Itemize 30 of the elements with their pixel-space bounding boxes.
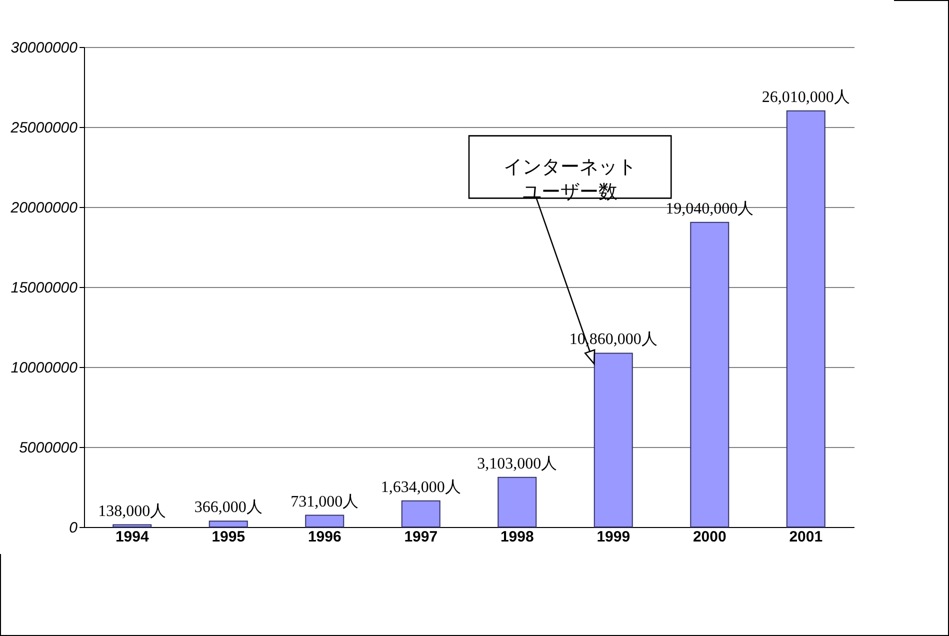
x-tick-label: 1996 (308, 528, 342, 546)
y-tick-label: 0 (69, 520, 78, 536)
y-tick-label: 5000000 (19, 440, 78, 456)
x-tick-label: 2001 (789, 528, 823, 546)
bar (208, 520, 248, 528)
y-tick-label: 20000000 (10, 200, 78, 216)
bar (498, 476, 537, 528)
bar (401, 500, 440, 528)
bar (786, 110, 826, 528)
x-tick-label: 1995 (212, 528, 246, 546)
y-tick-label: 30000000 (10, 40, 78, 56)
data-label: 26,010,000人 (762, 88, 850, 106)
x-tick-label: 1998 (500, 528, 534, 546)
x-tick-label: 1994 (115, 528, 150, 546)
data-label: 3,103,000人 (477, 455, 558, 472)
bar (112, 524, 152, 528)
y-tick-label: 10000000 (10, 360, 78, 376)
y-tick-label: 25000000 (10, 120, 78, 136)
data-label: 366,000人 (194, 499, 262, 516)
y-tick-label: 15000000 (10, 280, 78, 296)
data-label: 138,000人 (98, 502, 166, 520)
x-tick-label: 2000 (692, 528, 726, 546)
bar (305, 514, 344, 528)
x-tick-label: 1997 (404, 528, 438, 546)
data-label: 731,000人 (290, 493, 359, 510)
bar (690, 222, 730, 528)
x-tick-label: 1999 (596, 528, 630, 546)
bar (594, 352, 633, 528)
data-label: 19,040,000人 (666, 200, 754, 218)
data-label: 1,634,000人 (380, 478, 461, 496)
